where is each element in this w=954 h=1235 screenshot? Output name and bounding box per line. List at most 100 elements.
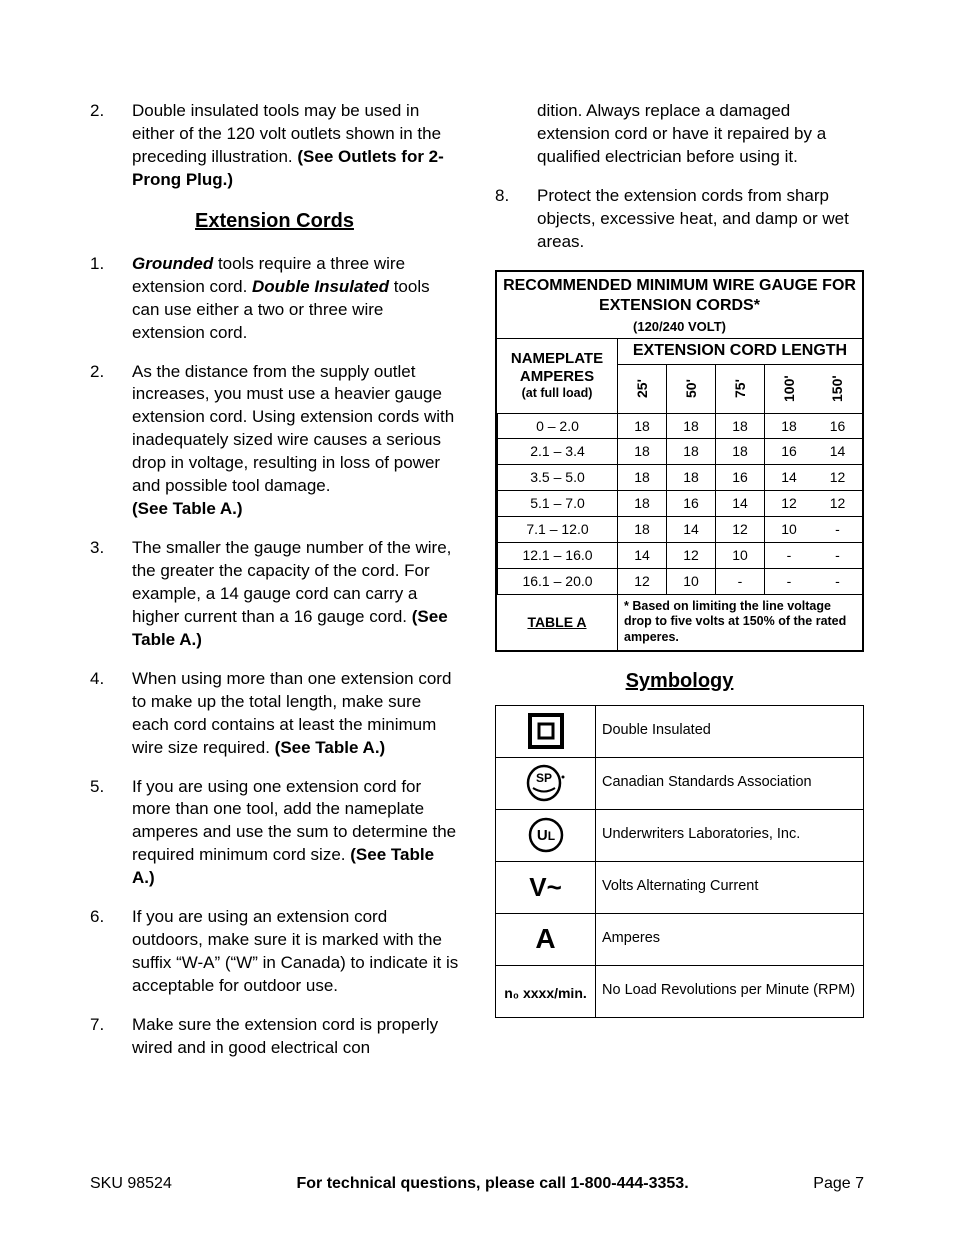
length-header: 75' — [715, 364, 764, 413]
symbology-row: UL Underwriters Laboratories, Inc. — [496, 809, 864, 861]
symbology-label: Canadian Standards Association — [596, 757, 864, 809]
csa-icon-cell: SP — [496, 757, 596, 809]
list-number: 8. — [495, 185, 537, 254]
gauge-value: 14 — [666, 516, 715, 542]
gauge-value: 12 — [715, 516, 764, 542]
list-body: Grounded tools require a three wire exte… — [132, 253, 459, 345]
gauge-value: 16 — [715, 464, 764, 490]
list-item: 6.If you are using an extension cord out… — [90, 906, 459, 998]
gauge-value: - — [764, 542, 813, 568]
gauge-value: - — [813, 568, 862, 594]
gauge-value: 18 — [617, 490, 666, 516]
double-insulated-icon-cell — [496, 705, 596, 757]
gauge-value: 16 — [666, 490, 715, 516]
list-text: If you are using one extension cord for … — [132, 776, 459, 891]
symbology-label: Amperes — [596, 913, 864, 965]
list-text: If you are using an extension cord outdo… — [132, 906, 459, 998]
list-item-8: 8. Protect the extension cords from shar… — [495, 185, 864, 254]
gauge-value: - — [764, 568, 813, 594]
vac-icon-cell: V~ — [496, 861, 596, 913]
list-number: 1. — [90, 253, 132, 345]
list-body: If you are using an extension cord outdo… — [132, 906, 459, 998]
list-item: 3.The smaller the gauge number of the wi… — [90, 537, 459, 652]
symbology-row: SP Canadian Standards Association — [496, 757, 864, 809]
list-number: 3. — [90, 537, 132, 652]
wire-table-footer: TABLE A * Based on limiting the line vol… — [497, 594, 862, 650]
page-footer: SKU 98524 For technical questions, pleas… — [90, 1173, 864, 1195]
symbology-label: Underwriters Laboratories, Inc. — [596, 809, 864, 861]
list-body: The smaller the gauge number of the wire… — [132, 537, 459, 652]
list-number: 5. — [90, 776, 132, 891]
nameplate-heading: NAMEPLATEAMPERES(at full load) — [497, 338, 617, 412]
list-body: If you are using one extension cord for … — [132, 776, 459, 891]
gauge-value: - — [715, 568, 764, 594]
rpm-icon-cell: n₀ xxxx/min. — [496, 965, 596, 1017]
symbology-table: Double Insulated SP Canadian Standards Ass… — [495, 705, 864, 1018]
svg-text:UL: UL — [536, 827, 554, 844]
amperes-range: 7.1 – 12.0 — [497, 516, 617, 542]
gauge-value: 12 — [666, 542, 715, 568]
symbology-label: No Load Revolutions per Minute (RPM) — [596, 965, 864, 1017]
gauge-value: 10 — [764, 516, 813, 542]
list-item: 2.As the distance from the supply outlet… — [90, 361, 459, 522]
length-header: 100' — [764, 364, 813, 413]
svg-text:SP: SP — [535, 771, 551, 785]
amperes-range: 0 – 2.0 — [497, 413, 617, 439]
gauge-value: 18 — [617, 413, 666, 439]
amperes-range: 16.1 – 20.0 — [497, 568, 617, 594]
list-number: 4. — [90, 668, 132, 760]
list-number: 2. — [90, 100, 132, 192]
gauge-value: 18 — [764, 413, 813, 439]
length-header: 50' — [666, 364, 715, 413]
amp-icon-cell: A — [496, 913, 596, 965]
ul-icon: UL — [527, 816, 565, 854]
list-body: Double insulated tools may be used in ei… — [132, 100, 459, 192]
gauge-value: - — [813, 542, 862, 568]
gauge-value: 18 — [617, 516, 666, 542]
list-number: 2. — [90, 361, 132, 522]
list-text: Grounded tools require a three wire exte… — [132, 253, 459, 345]
symbology-label: Volts Alternating Current — [596, 861, 864, 913]
gauge-value: 10 — [666, 568, 715, 594]
gauge-value: 18 — [666, 438, 715, 464]
list-text: As the distance from the supply outlet i… — [132, 361, 459, 522]
length-header: 25' — [617, 364, 666, 413]
list-number: 6. — [90, 906, 132, 998]
gauge-value: 14 — [764, 464, 813, 490]
page: 2. Double insulated tools may be used in… — [0, 0, 954, 1235]
wire-gauge-table: RECOMMENDED MINIMUM WIRE GAUGE FOR EXTEN… — [495, 270, 864, 652]
symbology-heading: Symbology — [495, 668, 864, 695]
wire-table-title: RECOMMENDED MINIMUM WIRE GAUGE FOR EXTEN… — [497, 272, 862, 318]
gauge-value: 18 — [715, 413, 764, 439]
symbology-row: Double Insulated — [496, 705, 864, 757]
gauge-value: 12 — [813, 464, 862, 490]
gauge-value: 16 — [764, 438, 813, 464]
list-number: 7. — [90, 1014, 132, 1060]
list-body: As the distance from the supply outlet i… — [132, 361, 459, 522]
gauge-value: 18 — [666, 413, 715, 439]
symbology-row: n₀ xxxx/min.No Load Revolutions per Minu… — [496, 965, 864, 1017]
gauge-value: 14 — [715, 490, 764, 516]
symbology-row: V~Volts Alternating Current — [496, 861, 864, 913]
amperes-range: 12.1 – 16.0 — [497, 542, 617, 568]
gauge-value: 10 — [715, 542, 764, 568]
amperes-range: 5.1 – 7.0 — [497, 490, 617, 516]
symbology-label: Double Insulated — [596, 705, 864, 757]
symbology-row: AAmperes — [496, 913, 864, 965]
list-text: The smaller the gauge number of the wire… — [132, 537, 459, 652]
right-column: dition. Always replace a damaged extensi… — [495, 100, 864, 1060]
amperes-range: 3.5 – 5.0 — [497, 464, 617, 490]
list-text: Make sure the extension cord is properly… — [132, 1014, 459, 1060]
amperes-range: 2.1 – 3.4 — [497, 438, 617, 464]
double-insulated-icon — [527, 712, 565, 750]
footer-page: Page 7 — [813, 1173, 864, 1195]
length-header: 150' — [813, 364, 862, 413]
intro-item-2: 2. Double insulated tools may be used in… — [90, 100, 459, 192]
gauge-value: 12 — [813, 490, 862, 516]
wire-table-grid: NAMEPLATEAMPERES(at full load)EXTENSION … — [497, 338, 862, 594]
list-item: 5.If you are using one extension cord fo… — [90, 776, 459, 891]
list-item: 1.Grounded tools require a three wire ex… — [90, 253, 459, 345]
list-text: When using more than one extension cord … — [132, 668, 459, 760]
gauge-value: 14 — [617, 542, 666, 568]
extension-cords-heading: Extension Cords — [90, 208, 459, 235]
